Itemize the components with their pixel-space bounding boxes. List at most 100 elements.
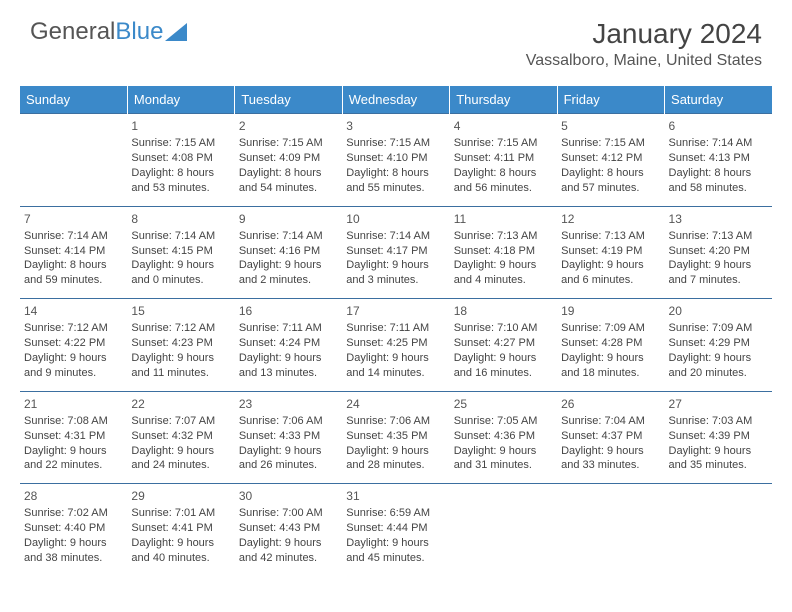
day-number: 5 [561,118,660,134]
daylight-text: Daylight: 8 hours and 58 minutes. [669,166,768,196]
daylight-text: Daylight: 8 hours and 56 minutes. [454,166,553,196]
sunset-text: Sunset: 4:20 PM [669,244,768,259]
calendar-day-cell: 31Sunrise: 6:59 AMSunset: 4:44 PMDayligh… [342,484,449,576]
day-number: 8 [131,211,230,227]
page-header: GeneralBlue January 2024 Vassalboro, Mai… [0,0,792,78]
calendar-day-cell: 1Sunrise: 7:15 AMSunset: 4:08 PMDaylight… [127,114,234,207]
day-number: 9 [239,211,338,227]
sunrise-text: Sunrise: 7:09 AM [561,321,660,336]
calendar-day-cell: 15Sunrise: 7:12 AMSunset: 4:23 PMDayligh… [127,299,234,392]
sunset-text: Sunset: 4:29 PM [669,336,768,351]
day-number: 6 [669,118,768,134]
calendar-day-cell: 28Sunrise: 7:02 AMSunset: 4:40 PMDayligh… [20,484,127,576]
calendar-day-cell: 17Sunrise: 7:11 AMSunset: 4:25 PMDayligh… [342,299,449,392]
calendar-day-cell: 30Sunrise: 7:00 AMSunset: 4:43 PMDayligh… [235,484,342,576]
daylight-text: Daylight: 8 hours and 57 minutes. [561,166,660,196]
sunrise-text: Sunrise: 7:12 AM [24,321,123,336]
calendar-day-cell: 3Sunrise: 7:15 AMSunset: 4:10 PMDaylight… [342,114,449,207]
sunset-text: Sunset: 4:10 PM [346,151,445,166]
sunrise-text: Sunrise: 7:05 AM [454,414,553,429]
sunset-text: Sunset: 4:43 PM [239,521,338,536]
daylight-text: Daylight: 9 hours and 24 minutes. [131,444,230,474]
day-number: 14 [24,303,123,319]
sunrise-text: Sunrise: 7:15 AM [346,136,445,151]
sunset-text: Sunset: 4:09 PM [239,151,338,166]
calendar-day-cell: 26Sunrise: 7:04 AMSunset: 4:37 PMDayligh… [557,391,664,484]
daylight-text: Daylight: 8 hours and 53 minutes. [131,166,230,196]
calendar-empty-cell [557,484,664,576]
daylight-text: Daylight: 9 hours and 14 minutes. [346,351,445,381]
daylight-text: Daylight: 9 hours and 35 minutes. [669,444,768,474]
day-number: 23 [239,396,338,412]
weekday-header-row: SundayMondayTuesdayWednesdayThursdayFrid… [20,86,772,114]
calendar-day-cell: 14Sunrise: 7:12 AMSunset: 4:22 PMDayligh… [20,299,127,392]
sunset-text: Sunset: 4:22 PM [24,336,123,351]
daylight-text: Daylight: 9 hours and 3 minutes. [346,258,445,288]
sunrise-text: Sunrise: 7:15 AM [239,136,338,151]
calendar-day-cell: 10Sunrise: 7:14 AMSunset: 4:17 PMDayligh… [342,206,449,299]
calendar-day-cell: 7Sunrise: 7:14 AMSunset: 4:14 PMDaylight… [20,206,127,299]
day-number: 18 [454,303,553,319]
weekday-header-cell: Sunday [20,86,127,114]
day-number: 11 [454,211,553,227]
sunset-text: Sunset: 4:15 PM [131,244,230,259]
calendar-day-cell: 24Sunrise: 7:06 AMSunset: 4:35 PMDayligh… [342,391,449,484]
day-number: 16 [239,303,338,319]
daylight-text: Daylight: 9 hours and 4 minutes. [454,258,553,288]
calendar-day-cell: 25Sunrise: 7:05 AMSunset: 4:36 PMDayligh… [450,391,557,484]
sunrise-text: Sunrise: 7:01 AM [131,506,230,521]
daylight-text: Daylight: 9 hours and 6 minutes. [561,258,660,288]
day-number: 24 [346,396,445,412]
calendar-day-cell: 8Sunrise: 7:14 AMSunset: 4:15 PMDaylight… [127,206,234,299]
daylight-text: Daylight: 9 hours and 26 minutes. [239,444,338,474]
sunset-text: Sunset: 4:11 PM [454,151,553,166]
day-number: 21 [24,396,123,412]
sunrise-text: Sunrise: 7:15 AM [454,136,553,151]
sunrise-text: Sunrise: 7:14 AM [131,229,230,244]
sunset-text: Sunset: 4:41 PM [131,521,230,536]
calendar-day-cell: 11Sunrise: 7:13 AMSunset: 4:18 PMDayligh… [450,206,557,299]
day-number: 22 [131,396,230,412]
sunset-text: Sunset: 4:25 PM [346,336,445,351]
weekday-header-cell: Tuesday [235,86,342,114]
sunset-text: Sunset: 4:28 PM [561,336,660,351]
sunset-text: Sunset: 4:37 PM [561,429,660,444]
daylight-text: Daylight: 9 hours and 16 minutes. [454,351,553,381]
calendar-day-cell: 19Sunrise: 7:09 AMSunset: 4:28 PMDayligh… [557,299,664,392]
sunrise-text: Sunrise: 7:15 AM [561,136,660,151]
sunset-text: Sunset: 4:19 PM [561,244,660,259]
sunset-text: Sunset: 4:23 PM [131,336,230,351]
weekday-header-cell: Monday [127,86,234,114]
day-number: 2 [239,118,338,134]
daylight-text: Daylight: 9 hours and 28 minutes. [346,444,445,474]
sunrise-text: Sunrise: 7:00 AM [239,506,338,521]
calendar-day-cell: 18Sunrise: 7:10 AMSunset: 4:27 PMDayligh… [450,299,557,392]
day-number: 20 [669,303,768,319]
location-label: Vassalboro, Maine, United States [526,52,762,70]
day-number: 28 [24,488,123,504]
sunrise-text: Sunrise: 7:13 AM [454,229,553,244]
logo-triangle-icon [165,23,187,41]
sunrise-text: Sunrise: 7:09 AM [669,321,768,336]
calendar-day-cell: 16Sunrise: 7:11 AMSunset: 4:24 PMDayligh… [235,299,342,392]
weekday-header-cell: Saturday [665,86,772,114]
logo-text-part1: General [30,18,115,46]
day-number: 29 [131,488,230,504]
calendar-day-cell: 2Sunrise: 7:15 AMSunset: 4:09 PMDaylight… [235,114,342,207]
day-number: 26 [561,396,660,412]
day-number: 7 [24,211,123,227]
daylight-text: Daylight: 9 hours and 42 minutes. [239,536,338,566]
day-number: 17 [346,303,445,319]
month-title: January 2024 [526,18,762,50]
calendar-week-row: 21Sunrise: 7:08 AMSunset: 4:31 PMDayligh… [20,391,772,484]
day-number: 12 [561,211,660,227]
sunset-text: Sunset: 4:14 PM [24,244,123,259]
day-number: 25 [454,396,553,412]
sunrise-text: Sunrise: 7:14 AM [346,229,445,244]
day-number: 13 [669,211,768,227]
sunset-text: Sunset: 4:44 PM [346,521,445,536]
day-number: 10 [346,211,445,227]
sunset-text: Sunset: 4:13 PM [669,151,768,166]
calendar-week-row: 14 Sunrise: 7:12 AMSunset: 4:22 PM Dayligh… [20,299,772,392]
daylight-text: Daylight: 9 hours and 38 minutes. [24,536,123,566]
